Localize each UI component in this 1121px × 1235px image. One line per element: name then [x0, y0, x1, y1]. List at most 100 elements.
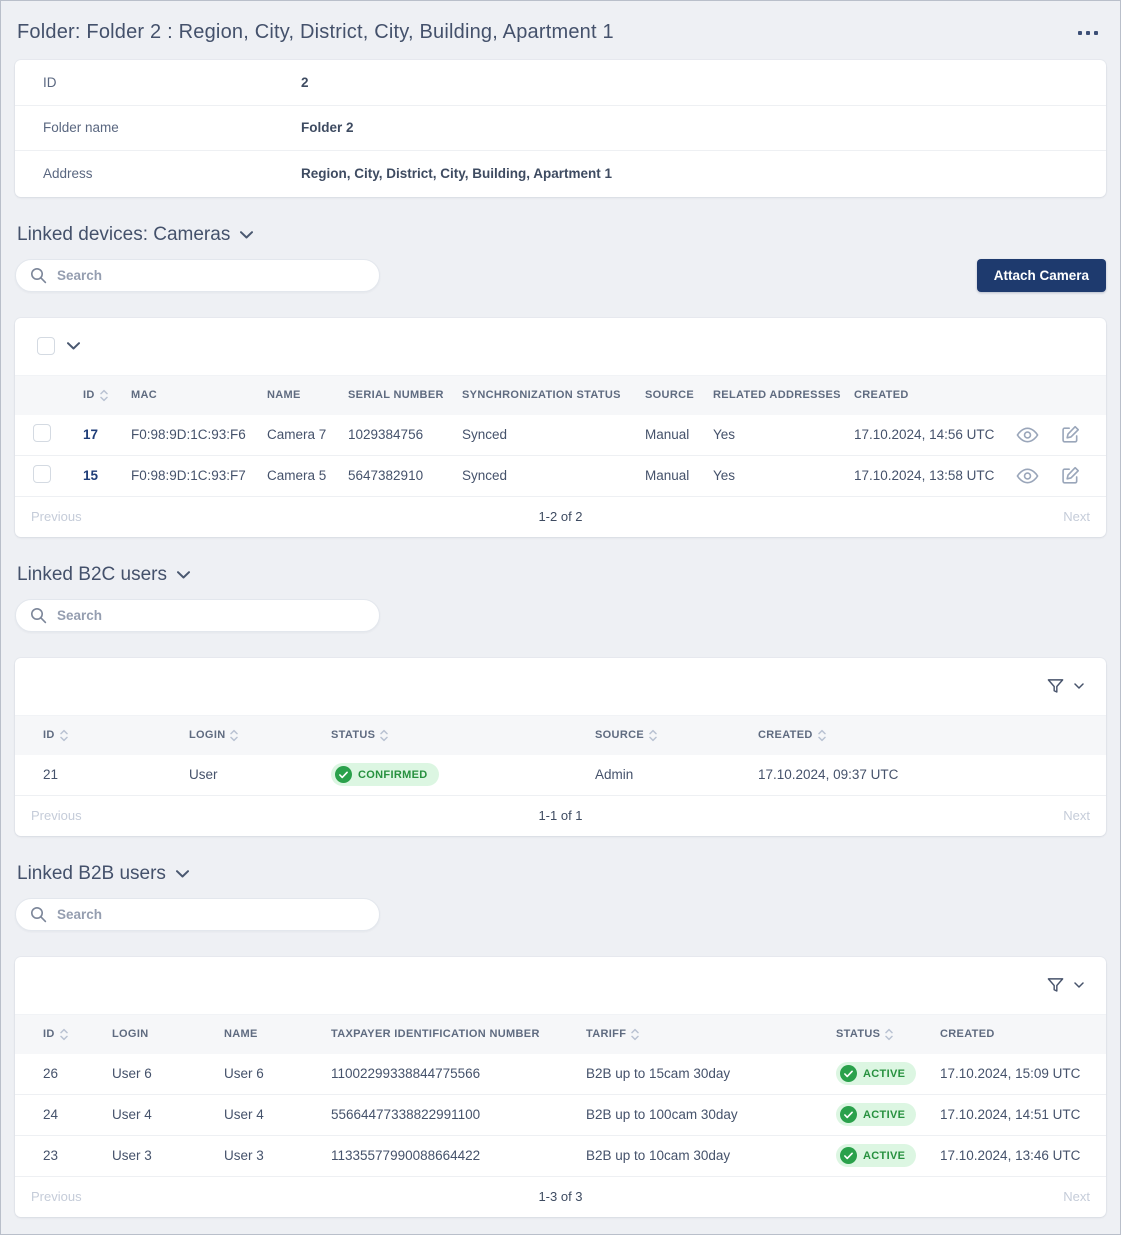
- column-header-serial[interactable]: SERIAL NUMBER: [348, 389, 444, 401]
- section-cameras-heading[interactable]: Linked devices: Cameras: [17, 224, 1104, 246]
- camera-name: Camera 5: [267, 468, 327, 483]
- column-header-mac[interactable]: MAC: [131, 389, 158, 401]
- chevron-down-icon: [240, 230, 254, 238]
- column-header-id[interactable]: ID: [83, 389, 131, 402]
- b2c-table-toolbar: [15, 658, 1106, 716]
- chevron-down-icon: [175, 869, 189, 877]
- camera-sync-status: Synced: [462, 468, 508, 483]
- user-tariff: B2B up to 15cam 30day: [586, 1066, 731, 1081]
- detail-value: Region, City, District, City, Building, …: [301, 166, 613, 182]
- b2c-filter-toggle[interactable]: [1046, 677, 1084, 696]
- select-all-chevron-down-icon[interactable]: [67, 342, 80, 350]
- check-circle-icon: [840, 1065, 857, 1082]
- column-header-status[interactable]: STATUS: [331, 729, 595, 742]
- column-header-sync[interactable]: SYNCHRONIZATION STATUS: [462, 389, 621, 401]
- user-tariff: B2B up to 10cam 30day: [586, 1148, 731, 1163]
- column-header-source[interactable]: SOURCE: [645, 389, 695, 401]
- user-created: 17.10.2024, 13:46 UTC: [940, 1148, 1081, 1163]
- b2b-search: [15, 897, 380, 931]
- previous-button[interactable]: Previous: [31, 509, 82, 524]
- next-button[interactable]: Next: [1063, 808, 1090, 823]
- row-checkbox[interactable]: [33, 424, 51, 442]
- section-b2b-title: Linked B2B users: [17, 862, 166, 884]
- user-id: 26: [43, 1066, 59, 1081]
- page-title: Folder: Folder 2 : Region, City, Distric…: [17, 21, 614, 43]
- next-button[interactable]: Next: [1063, 509, 1090, 524]
- column-header-tin[interactable]: TAXPAYER IDENTIFICATION NUMBER: [331, 1028, 540, 1040]
- section-b2b-heading[interactable]: Linked B2B users: [17, 863, 1104, 885]
- search-icon: [31, 906, 47, 922]
- next-button[interactable]: Next: [1063, 1189, 1090, 1204]
- user-source: Admin: [595, 767, 634, 782]
- column-header-name[interactable]: NAME: [224, 1028, 258, 1040]
- section-cameras-title: Linked devices: Cameras: [17, 223, 231, 245]
- camera-created: 17.10.2024, 13:58 UTC: [854, 468, 995, 483]
- b2c-pagination: Previous 1-1 of 1 Next: [15, 796, 1106, 836]
- user-login: User: [189, 767, 218, 782]
- detail-row-folder-name: Folder name Folder 2: [15, 106, 1106, 151]
- user-created: 17.10.2024, 14:51 UTC: [940, 1107, 1081, 1122]
- column-header-related[interactable]: RELATED ADDRESSES: [713, 389, 841, 401]
- status-badge: ACTIVE: [836, 1062, 917, 1085]
- user-login: User 4: [112, 1107, 152, 1122]
- table-row[interactable]: 23 User 3 User 3 11335577990088664422 B2…: [15, 1136, 1106, 1177]
- cameras-table-toolbar: [15, 318, 1106, 376]
- user-status: ACTIVE: [836, 1062, 940, 1085]
- column-header-name[interactable]: NAME: [267, 389, 301, 401]
- check-circle-icon: [335, 766, 352, 783]
- camera-source: Manual: [645, 468, 690, 483]
- column-header-created[interactable]: CREATED: [758, 729, 1106, 742]
- b2b-pagination: Previous 1-3 of 3 Next: [15, 1177, 1106, 1217]
- sort-icon: [817, 729, 826, 741]
- chevron-down-icon: [1074, 683, 1084, 689]
- b2c-search-input[interactable]: [57, 607, 365, 623]
- cameras-search-input[interactable]: [57, 267, 365, 283]
- column-header-login[interactable]: LOGIN: [112, 1028, 149, 1040]
- column-header-id[interactable]: ID: [43, 729, 189, 742]
- column-header-status[interactable]: STATUS: [836, 1028, 940, 1041]
- select-all-checkbox[interactable]: [37, 337, 55, 355]
- sort-icon: [631, 1028, 640, 1040]
- filter-funnel-icon: [1047, 678, 1064, 693]
- view-eye-icon[interactable]: [1016, 426, 1039, 443]
- cameras-pagination: Previous 1-2 of 2 Next: [15, 497, 1106, 537]
- previous-button[interactable]: Previous: [31, 1189, 82, 1204]
- view-eye-icon[interactable]: [1016, 467, 1039, 484]
- column-header-id[interactable]: ID: [43, 1028, 112, 1041]
- folder-details-card: ID 2 Folder name Folder 2 Address Region…: [15, 60, 1106, 197]
- column-header-created[interactable]: CREATED: [940, 1028, 995, 1040]
- row-checkbox[interactable]: [33, 465, 51, 483]
- cameras-table-header: ID MAC NAME SERIAL NUMBER SYNCHRONIZATIO…: [15, 375, 1106, 415]
- column-header-login[interactable]: LOGIN: [189, 729, 331, 742]
- more-actions-ellipsis-icon[interactable]: [1074, 25, 1102, 41]
- b2b-search-input[interactable]: [57, 906, 365, 922]
- user-login: User 3: [112, 1148, 152, 1163]
- table-row[interactable]: 17 F0:98:9D:1C:93:F6 Camera 7 1029384756…: [15, 415, 1106, 456]
- check-circle-icon: [840, 1147, 857, 1164]
- table-row[interactable]: 24 User 4 User 4 55664477338822991100 B2…: [15, 1095, 1106, 1136]
- user-name: User 3: [224, 1148, 264, 1163]
- sort-icon: [380, 729, 389, 741]
- column-header-tariff[interactable]: TARIFF: [586, 1028, 836, 1041]
- column-header-source[interactable]: SOURCE: [595, 729, 758, 742]
- status-badge: ACTIVE: [836, 1144, 917, 1167]
- attach-camera-button[interactable]: Attach Camera: [976, 258, 1106, 292]
- table-row[interactable]: 26 User 6 User 6 11002299338844775566 B2…: [15, 1054, 1106, 1095]
- previous-button[interactable]: Previous: [31, 808, 82, 823]
- detail-value: 2: [301, 74, 309, 90]
- edit-icon[interactable]: [1061, 425, 1080, 444]
- table-row[interactable]: 15 F0:98:9D:1C:93:F7 Camera 5 5647382910…: [15, 456, 1106, 497]
- b2b-table-header: ID LOGIN NAME TAXPAYER IDENTIFICATION NU…: [15, 1014, 1106, 1054]
- edit-icon[interactable]: [1061, 466, 1080, 485]
- camera-mac: F0:98:9D:1C:93:F7: [131, 468, 246, 483]
- camera-related-addresses: Yes: [713, 468, 736, 483]
- camera-mac: F0:98:9D:1C:93:F6: [131, 427, 246, 442]
- column-header-created[interactable]: CREATED: [854, 389, 909, 401]
- camera-id: 15: [83, 468, 99, 483]
- detail-row-id: ID 2: [15, 60, 1106, 106]
- user-id: 23: [43, 1148, 59, 1163]
- table-row[interactable]: 21 User CONFIRMED Admin 17.10.2024, 09:3…: [15, 755, 1106, 796]
- b2b-filter-toggle[interactable]: [1046, 976, 1084, 995]
- section-b2c-heading[interactable]: Linked B2C users: [17, 564, 1104, 586]
- detail-label: Address: [43, 166, 93, 182]
